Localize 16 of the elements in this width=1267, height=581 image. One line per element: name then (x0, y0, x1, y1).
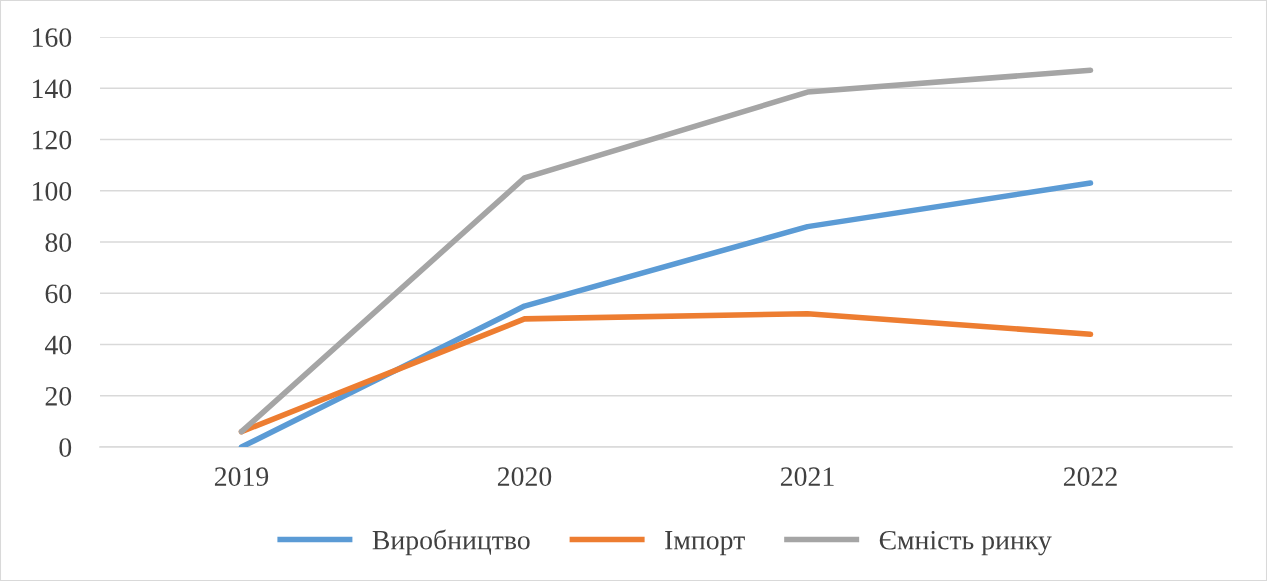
y-tick-label: 120 (33, 130, 72, 150)
legend-label: Ємність ринку (879, 530, 1052, 556)
y-tick-label: 160 (33, 28, 72, 47)
legend-label: Імпорт (665, 531, 745, 556)
x-tick-label: 2022 (1063, 467, 1117, 486)
y-tick-label: 0 (59, 438, 72, 457)
legend-label: Виробництво (372, 529, 530, 556)
x-tick-label: 2020 (497, 467, 552, 486)
y-tick-label: 80 (45, 233, 72, 252)
y-tick-label: 60 (45, 284, 72, 304)
y-tick-label: 140 (33, 79, 72, 99)
y-tick-label: 40 (44, 335, 72, 355)
y-tick-label: 20 (45, 386, 72, 406)
y-tick-label: 100 (33, 181, 72, 201)
x-tick-label: 2019 (214, 467, 269, 486)
x-tick-label: 2021 (780, 467, 834, 486)
